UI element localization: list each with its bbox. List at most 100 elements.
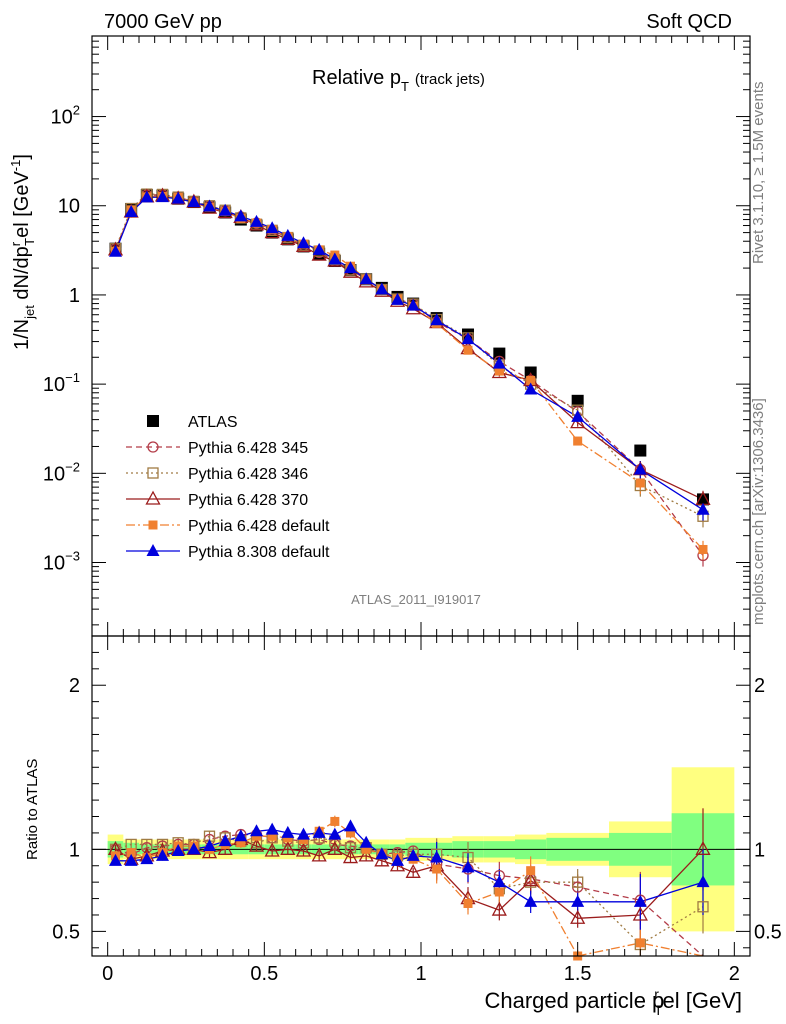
ratio-point bbox=[330, 816, 340, 826]
x-tick-label: 1 bbox=[415, 963, 426, 985]
ratio-y-tick-label-left: 2 bbox=[69, 675, 80, 697]
ratio-point bbox=[297, 827, 310, 840]
ratio-point bbox=[281, 825, 295, 838]
ratio-point bbox=[140, 852, 154, 865]
x-axis-label: Charged particle pr Tel [GeV] bbox=[485, 986, 743, 1018]
main-point bbox=[524, 382, 538, 395]
ratio-point bbox=[187, 842, 201, 855]
ratio-point bbox=[695, 840, 711, 855]
ratio-point bbox=[361, 844, 371, 854]
ratio-point bbox=[280, 840, 296, 855]
legend-label: Pythia 8.308 default bbox=[188, 544, 330, 561]
ratio-point bbox=[248, 837, 265, 852]
main-point bbox=[156, 190, 169, 203]
main-point bbox=[698, 544, 708, 554]
ratio-point bbox=[523, 872, 539, 887]
y-tick-label: 10−1 bbox=[43, 370, 80, 396]
ratio-point bbox=[432, 864, 442, 874]
axes: 0 0.5 1 1.5 2 10−3 10−2 10−1 1 10 102 0.5 0.5 1 1 2 2 bbox=[43, 35, 782, 985]
main-point bbox=[391, 292, 404, 305]
main-point bbox=[461, 332, 475, 345]
ratio-point bbox=[494, 887, 504, 897]
ratio-point bbox=[218, 834, 232, 847]
legend-marker bbox=[148, 520, 158, 530]
ratio-point bbox=[406, 848, 420, 861]
x-tick-label: 0.5 bbox=[250, 963, 278, 985]
ratio-point bbox=[633, 894, 647, 907]
header-left: 7000 GeV pp bbox=[104, 11, 222, 33]
ratio-point bbox=[312, 825, 326, 838]
main-line-1 bbox=[114, 194, 704, 556]
main-point bbox=[697, 493, 709, 506]
ratio-point bbox=[461, 860, 475, 873]
ratio-point bbox=[267, 831, 277, 841]
ratio-point bbox=[491, 901, 507, 916]
y-axis-label-ratio: Ratio to ATLAS bbox=[24, 759, 41, 860]
main-point bbox=[430, 313, 444, 326]
x-tick-label: 1.5 bbox=[564, 963, 592, 985]
ratio-point bbox=[571, 894, 585, 907]
main-point bbox=[203, 199, 216, 212]
y-tick-label: 102 bbox=[51, 103, 80, 129]
legend-marker bbox=[147, 467, 159, 479]
ratio-point bbox=[344, 842, 357, 854]
main-point bbox=[406, 298, 420, 311]
ratio-point bbox=[492, 875, 506, 888]
ratio-point bbox=[358, 847, 374, 862]
ratio-point bbox=[374, 852, 390, 867]
ratio-point bbox=[359, 835, 373, 848]
main-point bbox=[281, 228, 295, 241]
ratio-point bbox=[311, 847, 327, 862]
ratio-point bbox=[526, 866, 536, 876]
ratio-point bbox=[696, 875, 710, 888]
ratio-point bbox=[264, 842, 280, 857]
ratio-point bbox=[344, 819, 357, 832]
ratio-point bbox=[171, 843, 185, 856]
ratio-plot-frame bbox=[91, 635, 751, 957]
legend-marker bbox=[146, 544, 160, 556]
main-point bbox=[140, 190, 154, 203]
ratio-point bbox=[570, 909, 586, 924]
ratio-point bbox=[572, 876, 584, 888]
ratio-point bbox=[328, 827, 342, 840]
data-markers bbox=[107, 187, 711, 961]
y-tick-label: 10 bbox=[58, 196, 80, 218]
ratio-point bbox=[124, 853, 138, 866]
main-point bbox=[573, 436, 583, 446]
mcplots-label: mcplots.cern.ch [arXiv:1306.3436] bbox=[750, 398, 767, 625]
ratio-y-tick-label-right: 1 bbox=[754, 839, 765, 861]
legend-marker bbox=[147, 415, 159, 427]
ratio-point bbox=[156, 848, 169, 861]
legend-marker bbox=[145, 490, 161, 505]
main-point bbox=[265, 221, 279, 234]
ratio-point bbox=[375, 847, 389, 860]
legend-label: Pythia 6.428 345 bbox=[188, 440, 308, 457]
main-point bbox=[634, 444, 647, 457]
header-right: Soft QCD bbox=[646, 11, 732, 33]
main-point bbox=[526, 375, 536, 385]
legend-label: Pythia 6.428 346 bbox=[188, 466, 308, 483]
y-tick-label: 10−2 bbox=[43, 459, 80, 485]
main-point bbox=[171, 191, 185, 204]
x-tick-label: 2 bbox=[729, 963, 740, 985]
ratio-y-tick-label-right: 0.5 bbox=[754, 921, 782, 943]
ratio-point bbox=[346, 828, 355, 838]
ratio-point bbox=[635, 938, 645, 948]
ratio-point bbox=[632, 906, 648, 921]
main-point bbox=[218, 203, 232, 216]
main-point bbox=[375, 282, 389, 295]
ratio-point bbox=[265, 822, 279, 835]
ratio-point bbox=[250, 824, 263, 837]
ratio-point bbox=[405, 863, 421, 878]
ratio-y-tick-label-left: 0.5 bbox=[52, 921, 80, 943]
ratio-point bbox=[463, 898, 473, 908]
legend-marker bbox=[147, 441, 159, 453]
rivet-label: Rivet 3.1.10, ≥ 1.5M events bbox=[750, 82, 767, 265]
main-point bbox=[187, 195, 201, 208]
main-point bbox=[297, 236, 310, 249]
ratio-point bbox=[430, 850, 444, 863]
ratio-point bbox=[295, 842, 312, 857]
y-tick-label: 10−3 bbox=[43, 549, 80, 575]
ratio-y-tick-label-left: 1 bbox=[69, 839, 80, 861]
legend-label: ATLAS bbox=[188, 414, 238, 431]
